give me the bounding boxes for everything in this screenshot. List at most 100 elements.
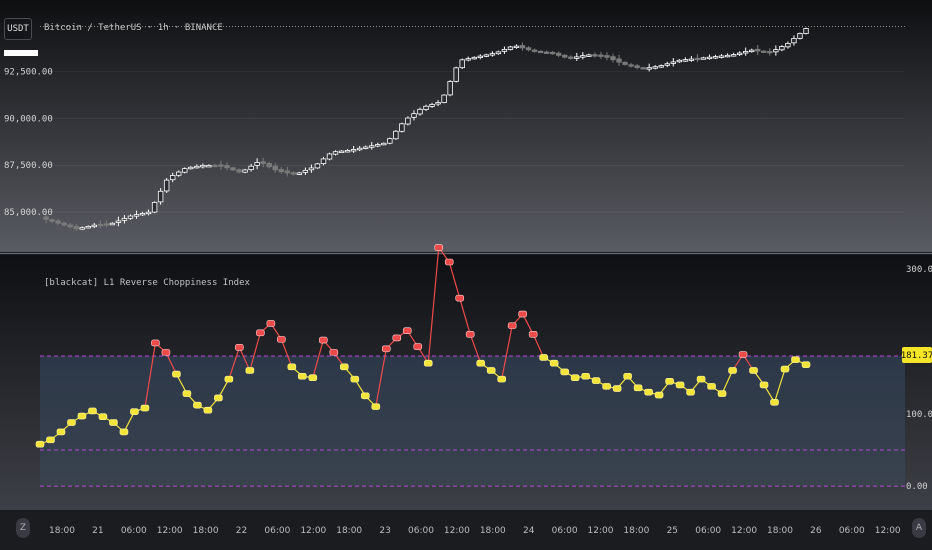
candle [290,172,297,175]
scroll-left-button[interactable]: Z [16,518,30,538]
candle [320,158,327,164]
candle [121,218,128,221]
candle [531,49,538,52]
candle [260,161,266,165]
candle [755,48,761,52]
candle [604,55,610,58]
time-axis-bar[interactable] [0,510,932,550]
candle [266,163,272,168]
choppiness-marker [602,383,611,390]
candle [242,169,248,173]
candle [73,226,79,230]
scroll-right-button[interactable]: A [912,518,926,538]
candle [706,56,713,60]
chart-title: Bitcoin / TetherUS · 1h · BINANCE [44,23,223,33]
choppiness-marker [623,372,632,380]
candle [616,58,622,63]
candle [375,144,381,147]
candle [435,102,441,105]
choppiness-segment [469,334,482,364]
candle [519,45,526,49]
choppiness-marker [298,372,307,380]
choppiness-marker [371,403,381,410]
time-tick-label: 12:00 [731,526,757,536]
choppiness-marker [119,428,129,436]
candle [79,227,85,230]
choppiness-marker [549,359,559,367]
candle [296,172,303,175]
candle [115,220,122,223]
candle [501,49,508,52]
time-tick-label: 18:00 [767,526,793,536]
choppiness-marker [675,381,685,389]
choppiness-marker [518,310,527,318]
ticker-badge[interactable]: USDT [4,18,32,40]
candle [549,51,556,55]
choppiness-marker [224,375,234,383]
time-tick-label: 06:00 [839,526,865,536]
time-tick-label: 06:00 [552,526,578,536]
choppiness-marker [612,385,622,392]
choppiness-segment [375,348,387,407]
time-tick-label: 21 [92,526,103,536]
candle [103,223,110,226]
candle [188,166,194,170]
time-tick-label: 06:00 [264,526,290,536]
price-tick-label: 90,000.00 [4,114,53,124]
candle [712,56,719,59]
choppiness-marker [130,408,139,415]
choppiness-segment [238,347,251,371]
candle [176,171,182,176]
candle [471,56,477,60]
choppiness-segment [501,325,513,380]
choppiness-marker [644,388,653,396]
candle [574,56,580,59]
time-tick-label: 18:00 [480,526,506,536]
choppiness-marker [360,392,370,400]
time-tick-label: 22 [236,526,247,536]
price-marker-bar [4,50,38,56]
choppiness-marker [77,412,87,420]
candle [592,54,598,57]
choppiness-marker [319,336,328,344]
choppiness-marker [560,368,569,376]
candle [483,54,490,57]
choppiness-marker [193,401,202,409]
candle [194,165,200,169]
choppiness-marker [759,381,769,389]
candle [556,52,562,56]
candle [453,67,459,82]
candle [212,164,218,168]
candle [387,138,393,144]
choppiness-marker [340,363,349,371]
choppiness-segment [448,261,461,299]
candle [724,54,731,58]
candle [568,56,574,59]
choppiness-marker [570,374,580,381]
time-tick-label: 24 [523,526,535,536]
candle [791,38,797,44]
candle [803,28,809,34]
candle [302,170,309,173]
candle [670,61,677,64]
candle [157,190,164,203]
candle [338,150,345,153]
choppiness-marker [46,436,55,444]
candle [248,165,254,170]
choppiness-marker [770,398,779,406]
choppiness-marker [402,327,412,334]
candle [797,33,803,39]
time-tick-label: 06:00 [408,526,434,536]
candle [206,165,212,168]
candle [363,146,369,149]
choppiness-marker [308,374,318,381]
candle [163,179,170,192]
candlestick-series [43,27,809,232]
choppiness-marker [444,258,454,266]
candle [749,49,755,53]
time-tick-label: 23 [379,526,390,536]
choppiness-marker [214,394,223,402]
candle [465,58,471,61]
choppiness-marker [67,419,76,426]
